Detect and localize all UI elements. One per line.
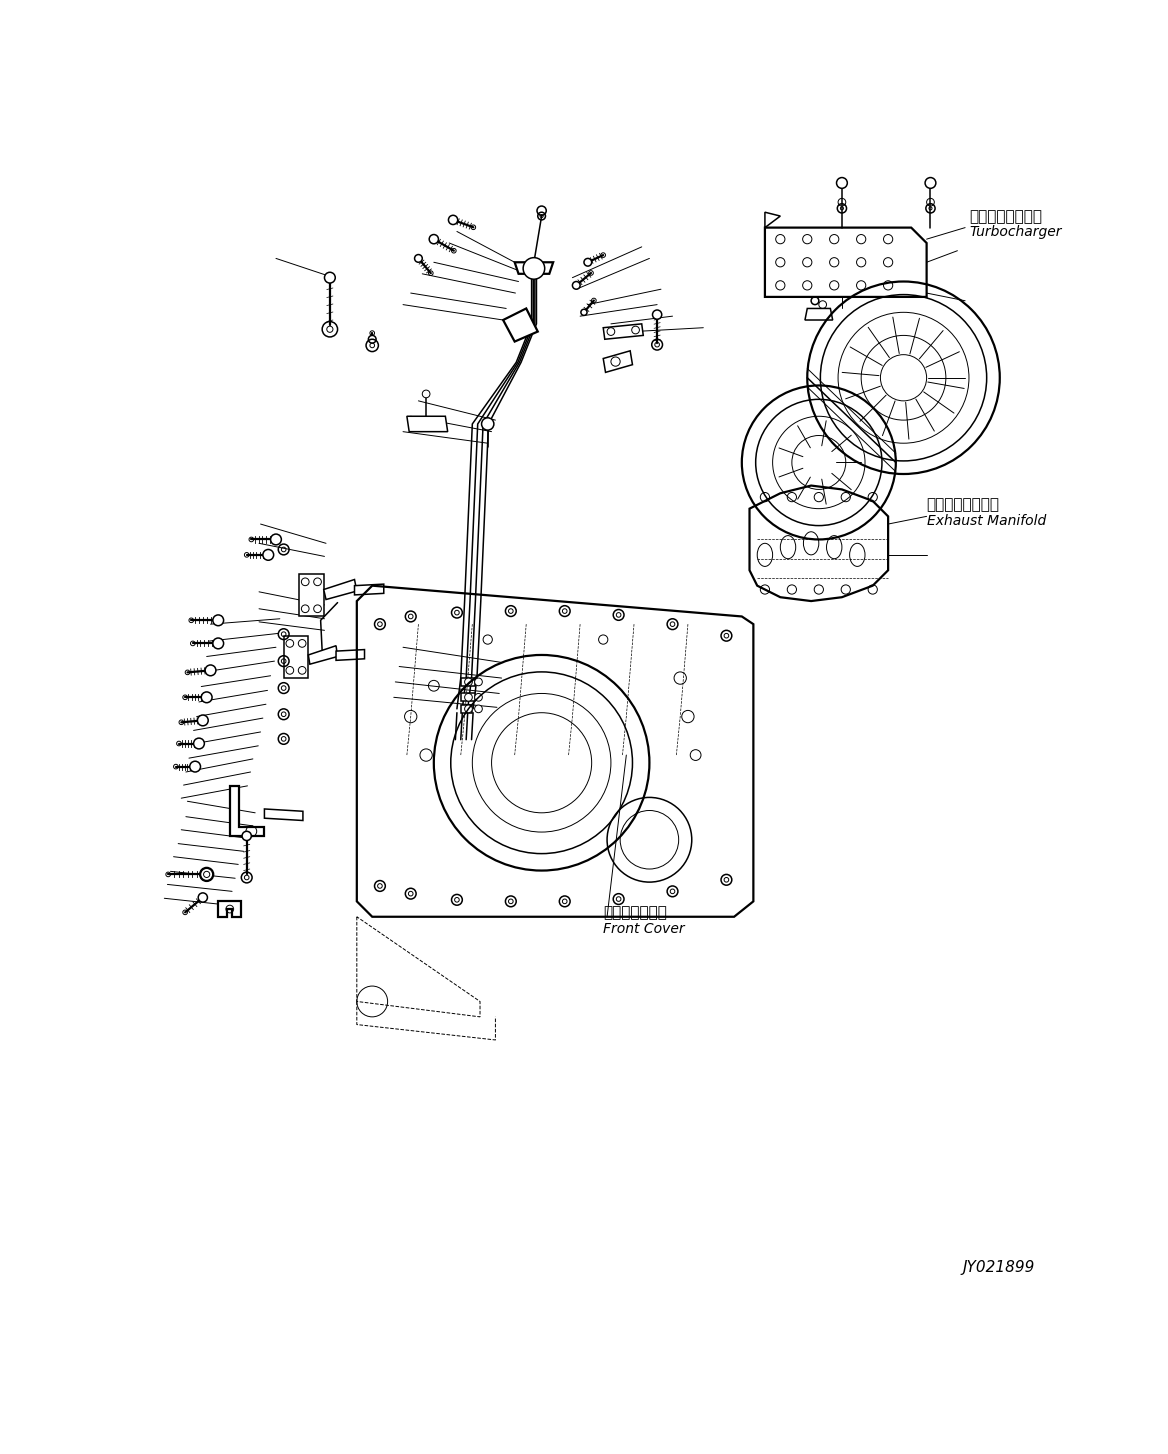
Polygon shape [218, 901, 242, 917]
Circle shape [271, 534, 281, 545]
Circle shape [423, 390, 430, 398]
Circle shape [474, 705, 482, 712]
Circle shape [189, 762, 201, 772]
Polygon shape [324, 580, 356, 599]
Circle shape [368, 336, 376, 343]
Bar [299, 574, 324, 616]
Circle shape [201, 868, 213, 881]
Circle shape [465, 705, 472, 712]
Circle shape [242, 832, 251, 840]
Circle shape [584, 259, 592, 266]
Circle shape [429, 234, 438, 244]
Polygon shape [336, 650, 364, 660]
Circle shape [811, 297, 819, 304]
Bar [460, 705, 472, 712]
Polygon shape [355, 585, 384, 595]
Bar [460, 694, 474, 701]
Polygon shape [308, 646, 338, 664]
Circle shape [194, 739, 204, 749]
Circle shape [199, 893, 208, 901]
Circle shape [213, 615, 223, 625]
Text: Turbocharger: Turbocharger [969, 225, 1062, 238]
Circle shape [206, 664, 216, 676]
Circle shape [197, 715, 208, 726]
Polygon shape [264, 808, 303, 820]
Circle shape [572, 282, 580, 289]
Circle shape [653, 310, 662, 320]
Text: フロントカバー: フロントカバー [603, 906, 667, 920]
Circle shape [523, 257, 544, 279]
Circle shape [537, 206, 547, 215]
Circle shape [465, 694, 472, 701]
Polygon shape [503, 308, 537, 342]
Bar [460, 678, 474, 686]
Polygon shape [603, 350, 633, 372]
Text: 排気マニホールド: 排気マニホールド [926, 497, 1000, 512]
Text: Exhaust Manifold: Exhaust Manifold [926, 513, 1045, 528]
Bar [284, 635, 308, 678]
Text: Front Cover: Front Cover [603, 922, 684, 936]
Polygon shape [406, 416, 447, 432]
Circle shape [474, 694, 482, 701]
Circle shape [474, 678, 482, 686]
Circle shape [325, 272, 335, 284]
Circle shape [481, 417, 494, 430]
Circle shape [449, 215, 458, 224]
Circle shape [415, 254, 423, 262]
Circle shape [836, 177, 847, 189]
Text: JY021899: JY021899 [962, 1259, 1035, 1275]
Polygon shape [603, 324, 644, 339]
Circle shape [580, 310, 588, 316]
Text: ターボチャージャ: ターボチャージャ [969, 209, 1042, 224]
Circle shape [213, 638, 223, 648]
Circle shape [465, 678, 472, 686]
Circle shape [263, 550, 273, 560]
Polygon shape [230, 785, 264, 836]
Circle shape [925, 177, 936, 189]
Circle shape [201, 692, 213, 702]
Polygon shape [515, 262, 554, 273]
